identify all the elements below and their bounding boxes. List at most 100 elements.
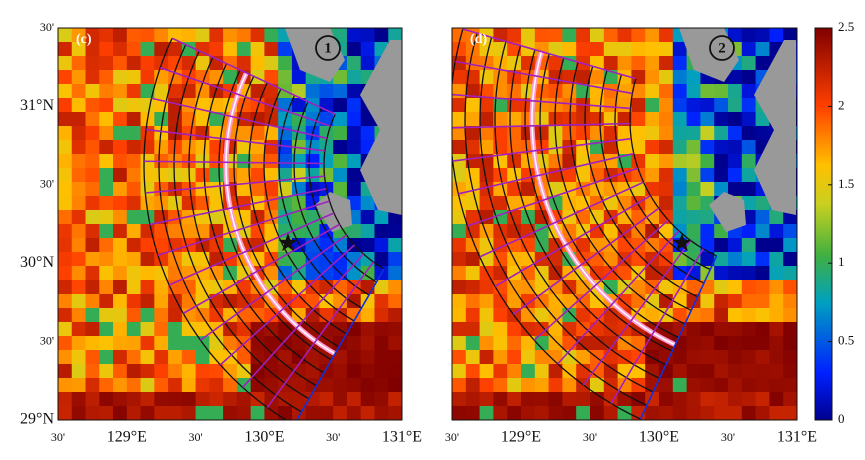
cell [113,294,128,309]
cell [521,350,536,365]
cell [576,392,591,407]
cell [388,378,402,393]
cell [291,336,307,351]
cell [700,168,715,183]
cell [590,28,605,43]
cell [452,322,467,337]
cell [140,70,155,85]
cell [154,182,169,197]
cell [728,322,743,337]
cell [209,406,224,420]
cell [360,224,375,239]
cell [603,308,619,323]
cell [686,84,701,99]
cell [741,182,757,197]
cell [71,84,87,99]
cell [264,112,279,127]
cell [631,154,646,169]
cell [548,406,563,420]
cell [209,266,224,281]
cell [534,350,550,365]
cell [769,350,784,365]
cell [452,252,467,267]
cell [113,196,128,211]
cell [507,392,522,407]
cell [590,308,605,323]
cell [126,98,142,113]
cell [85,350,100,365]
cell [154,42,169,57]
fan-cross [462,28,637,80]
cell [291,308,307,323]
cell [388,28,402,43]
cell [714,168,729,183]
cell [465,308,481,323]
cell [360,406,375,420]
cell [479,322,494,337]
cell [645,308,660,323]
cell [590,238,605,253]
cell [617,70,632,85]
cell [631,98,646,113]
cell [305,84,320,99]
cell [728,266,743,281]
cell [590,392,605,407]
cell [714,84,729,99]
cell [333,154,348,169]
cell [71,28,87,43]
cell [140,378,155,393]
cell [700,112,715,127]
cell [305,154,320,169]
cell [479,42,494,57]
cell [576,350,591,365]
cell [631,126,646,141]
cell [71,182,87,197]
x-label: 30' [583,430,597,444]
cell [333,182,348,197]
cell [99,182,114,197]
cell [465,168,481,183]
cell [333,168,348,183]
cell [686,196,701,211]
cell [58,28,73,43]
cell [493,406,508,420]
cell [659,98,674,113]
cell [360,350,375,365]
cell [686,154,701,169]
cell [264,70,279,85]
fan-cross [144,160,325,165]
cell [521,182,536,197]
cell [99,84,114,99]
cell [140,322,155,337]
cell [346,28,362,43]
cell [548,154,563,169]
cell [71,98,87,113]
cell [700,392,715,407]
cell [755,336,770,351]
cell [465,224,481,239]
cell [548,336,563,351]
cell [686,336,701,351]
cell [590,224,605,239]
cell [168,392,183,407]
cell [113,336,128,351]
cell [154,406,169,420]
cell [85,224,100,239]
cell [140,308,155,323]
cell [113,70,128,85]
cell [126,350,142,365]
cell [360,42,375,57]
cell [548,378,563,393]
cell [168,98,183,113]
cell [333,294,348,309]
cell [631,42,646,57]
cell [452,238,467,253]
cell [333,84,348,99]
cell [534,126,550,141]
cell [264,56,279,71]
cell [700,140,715,155]
cell [603,224,619,239]
cell [58,350,73,365]
cell [659,70,674,85]
cell [264,406,279,420]
